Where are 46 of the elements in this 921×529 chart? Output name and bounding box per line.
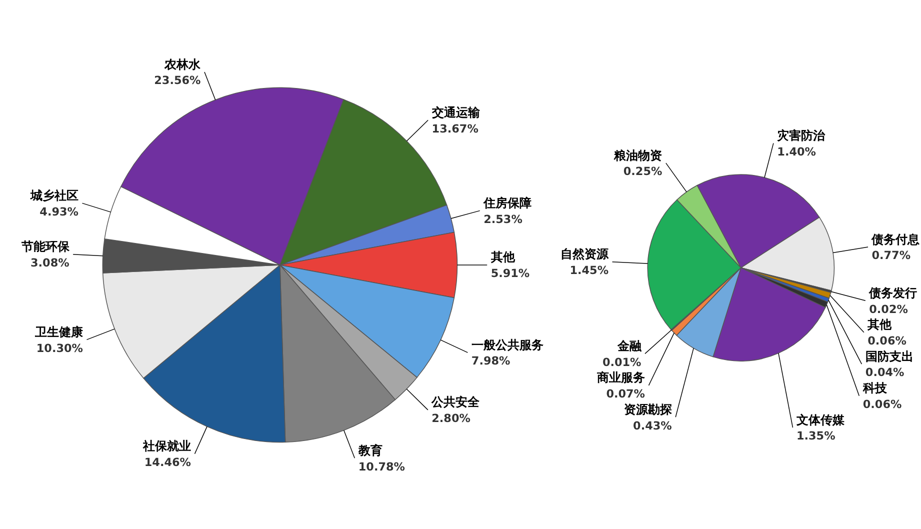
data-label: 0.04% [865, 366, 904, 380]
data-label: 5.91% [490, 267, 530, 280]
data-label: 3.08% [30, 256, 70, 270]
slice-label: 商业服务 [596, 370, 646, 385]
data-label: 0.77% [872, 249, 911, 262]
slice-label: 交通运输 [430, 105, 481, 120]
slice-label: 金融 [616, 338, 642, 353]
data-label: 0.07% [606, 388, 646, 401]
data-label: 10.78% [358, 460, 406, 474]
data-label: 7.98% [471, 354, 510, 368]
slice-label: 债务付息 [870, 232, 921, 246]
slice-label: 农林水 [164, 57, 202, 72]
slice-label: 一般公共服务 [471, 338, 544, 352]
data-label: 2.53% [484, 212, 522, 226]
slice-label: 住房保障 [482, 196, 532, 210]
data-label: 10.30% [36, 342, 83, 355]
data-label: 4.93% [40, 205, 78, 218]
slice-label: 科技 [862, 381, 888, 396]
data-label: 0.01% [602, 356, 642, 369]
data-label: 0.06% [862, 398, 902, 411]
slice-label: 卫生健康 [34, 324, 84, 339]
slice-label: 粮油物资 [613, 148, 662, 162]
data-label: 1.45% [570, 264, 609, 278]
data-label: 0.43% [633, 419, 672, 432]
data-label: 0.06% [868, 334, 906, 348]
data-label: 0.25% [623, 165, 662, 178]
slice-label: 节能环保 [20, 240, 70, 254]
slice-label: 灾害防治 [777, 128, 826, 142]
data-label: 14.46% [144, 456, 192, 469]
data-label: 0.02% [869, 302, 908, 316]
data-label: 2.80% [432, 412, 470, 426]
data-label: 23.56% [154, 74, 201, 88]
data-label: 1.40% [777, 145, 816, 158]
slice-label: 资源勘探 [624, 402, 673, 416]
slice-label: 社保就业 [142, 439, 192, 454]
slice-label: 其他 [490, 250, 516, 264]
slice-label: 其他 [866, 318, 893, 332]
slice-label: 债务发行 [868, 286, 918, 300]
slice-label: 国防支出 [865, 349, 914, 364]
slice-label: 自然资源 [560, 247, 610, 262]
slice-label: 文体传媒 [795, 412, 846, 427]
data-label: 13.67% [432, 122, 478, 136]
slice-label: 公共安全 [430, 395, 481, 410]
slice-label: 教育 [357, 443, 382, 458]
data-label: 1.35% [796, 430, 836, 443]
slice-label: 城乡社区 [29, 188, 78, 202]
